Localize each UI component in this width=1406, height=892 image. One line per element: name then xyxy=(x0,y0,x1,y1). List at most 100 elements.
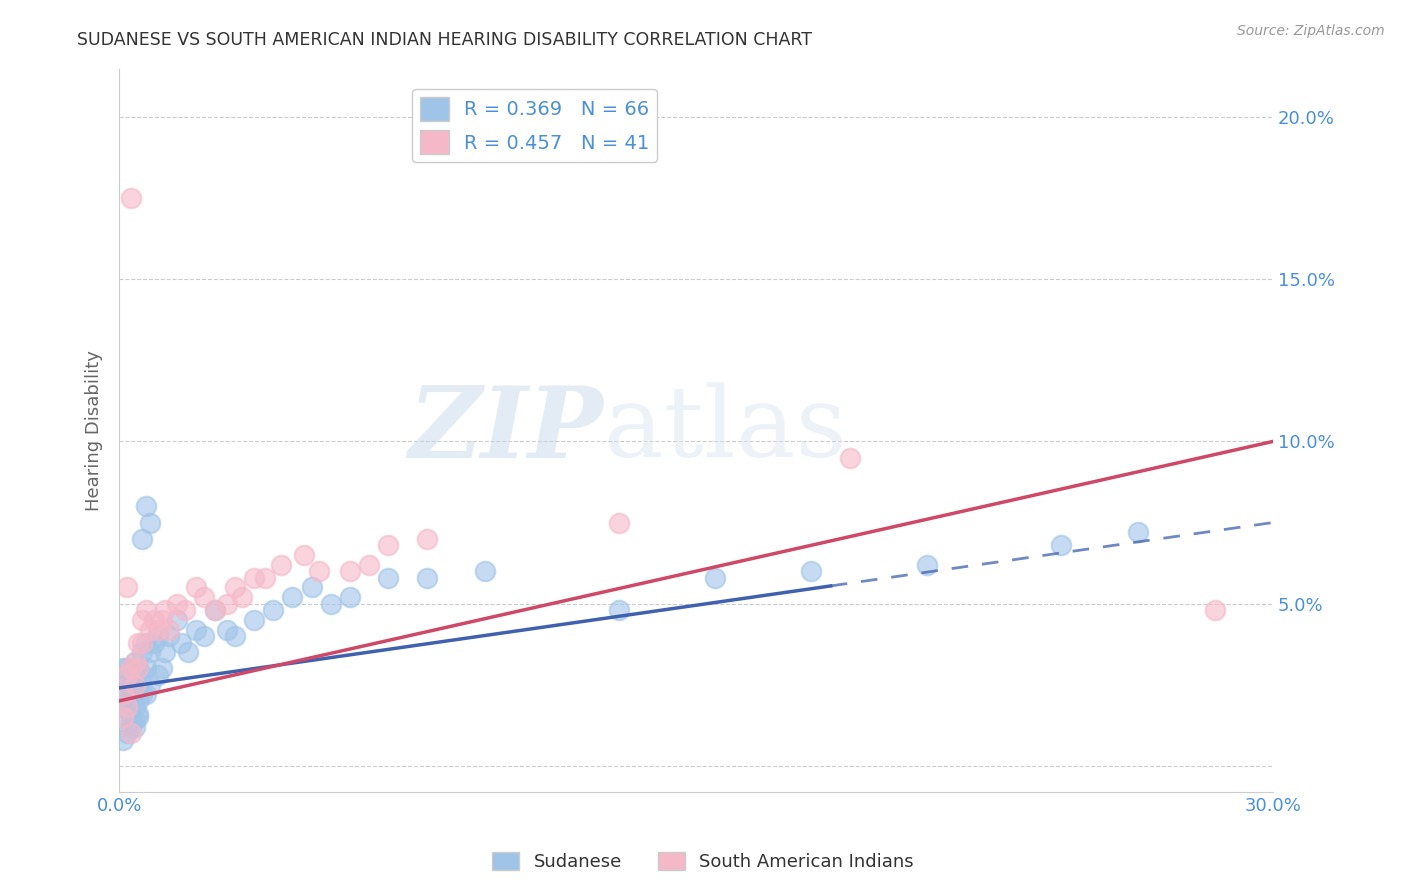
Point xyxy=(120,694,142,708)
Text: Source: ZipAtlas.com: Source: ZipAtlas.com xyxy=(1237,24,1385,38)
Point xyxy=(339,564,361,578)
Point xyxy=(124,655,146,669)
Point xyxy=(416,532,439,546)
Point xyxy=(128,661,150,675)
Point xyxy=(139,516,162,530)
Point xyxy=(124,700,146,714)
Point xyxy=(292,548,315,562)
Text: atlas: atlas xyxy=(603,382,846,478)
Point xyxy=(359,558,381,572)
Point xyxy=(308,564,330,578)
Point xyxy=(800,564,823,578)
Point xyxy=(112,687,135,701)
Point xyxy=(173,603,195,617)
Point xyxy=(112,700,135,714)
Point xyxy=(115,694,138,708)
Point xyxy=(204,603,226,617)
Point xyxy=(112,661,135,675)
Point xyxy=(139,645,162,659)
Point xyxy=(124,714,146,728)
Point xyxy=(112,710,135,724)
Point xyxy=(115,726,138,740)
Point xyxy=(193,629,215,643)
Point xyxy=(254,571,277,585)
Point xyxy=(157,623,180,637)
Point xyxy=(124,678,146,692)
Point xyxy=(131,635,153,649)
Point xyxy=(157,629,180,643)
Point xyxy=(115,710,138,724)
Point xyxy=(704,571,727,585)
Point xyxy=(146,668,169,682)
Point xyxy=(120,661,142,675)
Point xyxy=(112,678,135,692)
Point xyxy=(243,613,266,627)
Point xyxy=(128,710,150,724)
Point xyxy=(135,603,157,617)
Point xyxy=(131,687,153,701)
Point xyxy=(607,516,630,530)
Point xyxy=(124,668,146,682)
Point xyxy=(231,590,253,604)
Point xyxy=(112,687,135,701)
Point xyxy=(124,687,146,701)
Point xyxy=(128,694,150,708)
Point xyxy=(120,710,142,724)
Text: ZIP: ZIP xyxy=(409,382,603,478)
Point xyxy=(215,597,238,611)
Point xyxy=(377,538,399,552)
Point xyxy=(155,603,177,617)
Point xyxy=(243,571,266,585)
Point xyxy=(170,635,193,649)
Point xyxy=(1050,538,1073,552)
Point xyxy=(224,581,246,595)
Point xyxy=(224,629,246,643)
Point xyxy=(135,687,157,701)
Point xyxy=(139,623,162,637)
Point xyxy=(204,603,226,617)
Point xyxy=(128,706,150,721)
Point xyxy=(115,700,138,714)
Point xyxy=(301,581,323,595)
Point xyxy=(193,590,215,604)
Point xyxy=(124,655,146,669)
Point xyxy=(128,678,150,692)
Point xyxy=(115,581,138,595)
Point xyxy=(339,590,361,604)
Point xyxy=(115,678,138,692)
Point xyxy=(128,661,150,675)
Point xyxy=(131,613,153,627)
Point xyxy=(416,571,439,585)
Point xyxy=(1128,525,1150,540)
Point xyxy=(146,629,169,643)
Point xyxy=(120,661,142,675)
Point xyxy=(215,623,238,637)
Point xyxy=(112,732,135,747)
Point xyxy=(135,661,157,675)
Point xyxy=(120,720,142,734)
Point xyxy=(177,645,200,659)
Point xyxy=(377,571,399,585)
Point xyxy=(115,661,138,675)
Legend: R = 0.369   N = 66, R = 0.457   N = 41: R = 0.369 N = 66, R = 0.457 N = 41 xyxy=(412,89,658,161)
Point xyxy=(166,613,188,627)
Point xyxy=(146,623,169,637)
Point xyxy=(474,564,496,578)
Point xyxy=(120,191,142,205)
Point xyxy=(270,558,292,572)
Legend: Sudanese, South American Indians: Sudanese, South American Indians xyxy=(485,845,921,879)
Point xyxy=(131,645,153,659)
Point xyxy=(135,500,157,514)
Point xyxy=(142,635,165,649)
Point xyxy=(155,645,177,659)
Y-axis label: Hearing Disability: Hearing Disability xyxy=(86,350,103,510)
Point xyxy=(142,613,165,627)
Point xyxy=(915,558,938,572)
Point xyxy=(150,613,173,627)
Point xyxy=(186,581,208,595)
Point xyxy=(1204,603,1226,617)
Point xyxy=(128,635,150,649)
Point xyxy=(131,668,153,682)
Point xyxy=(120,726,142,740)
Point xyxy=(139,678,162,692)
